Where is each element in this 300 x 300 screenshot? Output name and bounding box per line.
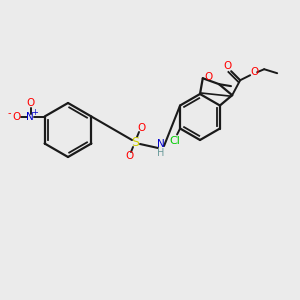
Text: O: O [223,61,231,71]
Text: O: O [126,151,134,161]
Text: S: S [131,136,139,148]
Text: N: N [26,112,34,122]
Text: O: O [13,112,21,122]
Text: -: - [8,109,11,118]
Text: +: + [31,108,38,117]
Text: O: O [137,123,145,133]
Text: O: O [250,67,258,77]
Text: N: N [157,139,165,149]
Text: Cl: Cl [169,136,181,146]
Text: H: H [157,148,165,158]
Text: O: O [205,72,213,82]
Text: O: O [26,98,35,109]
